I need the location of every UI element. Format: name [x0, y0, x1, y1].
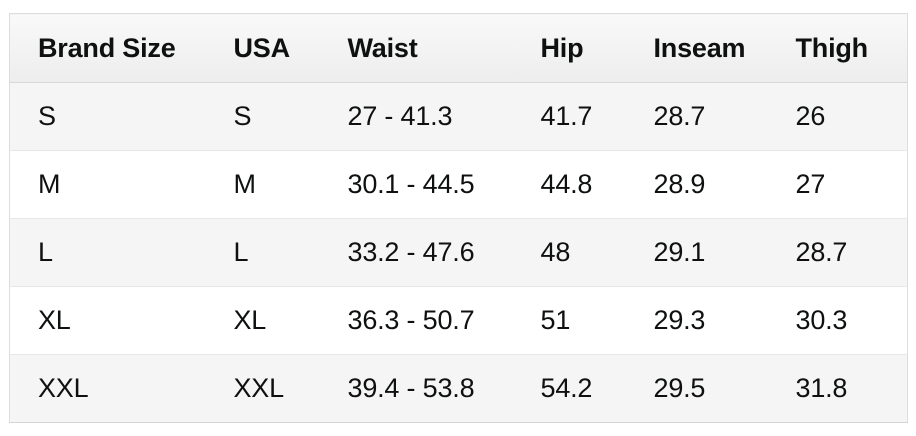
- cell-thigh: 31.8: [795, 373, 848, 403]
- cell-hip: 44.8: [540, 169, 593, 199]
- cell-waist: 33.2 - 47.6: [347, 237, 475, 267]
- size-chart-body: S S 27 - 41.3 41.7 28.7 26 M M 30.1 - 44…: [9, 82, 908, 423]
- size-chart-table: Brand Size USA Waist Hip Inseam Thigh S …: [9, 13, 908, 423]
- cell-waist: 36.3 - 50.7: [347, 305, 475, 335]
- header-row: Brand Size USA Waist Hip Inseam Thigh: [9, 13, 908, 83]
- column-header-waist: Waist: [319, 13, 513, 83]
- cell-inseam: 29.1: [653, 237, 706, 267]
- cell-usa: M: [233, 169, 256, 199]
- column-header-brand-size: Brand Size: [9, 13, 206, 83]
- cell-thigh: 26: [795, 101, 826, 131]
- cell-hip: 54.2: [540, 373, 593, 403]
- cell-brand-size: XXL: [38, 373, 89, 403]
- cell-thigh: 30.3: [795, 305, 848, 335]
- cell-waist: 30.1 - 44.5: [347, 169, 475, 199]
- cell-inseam: 29.5: [653, 373, 706, 403]
- cell-hip: 48: [540, 237, 571, 267]
- column-header-thigh: Thigh: [767, 13, 908, 83]
- table-row-xxl: XXL XXL 39.4 - 53.8 54.2 29.5 31.8: [9, 354, 908, 423]
- size-chart-header: Brand Size USA Waist Hip Inseam Thigh: [9, 13, 908, 83]
- cell-inseam: 29.3: [653, 305, 706, 335]
- cell-waist: 27 - 41.3: [347, 101, 453, 131]
- table-row-l: L L 33.2 - 47.6 48 29.1 28.7: [9, 218, 908, 287]
- table-row-xl: XL XL 36.3 - 50.7 51 29.3 30.3: [9, 286, 908, 355]
- cell-thigh: 27: [795, 169, 826, 199]
- table-row-m: M M 30.1 - 44.5 44.8 28.9 27: [9, 150, 908, 219]
- cell-brand-size: M: [38, 169, 61, 199]
- cell-hip: 41.7: [540, 101, 593, 131]
- cell-usa: XL: [233, 305, 267, 335]
- cell-brand-size: L: [38, 237, 53, 267]
- cell-usa: XXL: [233, 373, 285, 403]
- cell-inseam: 28.9: [653, 169, 706, 199]
- cell-hip: 51: [540, 305, 571, 335]
- cell-brand-size: S: [38, 101, 56, 131]
- column-header-inseam: Inseam: [625, 13, 768, 83]
- cell-brand-size: XL: [38, 305, 71, 335]
- size-chart: Brand Size USA Waist Hip Inseam Thigh S …: [9, 13, 908, 423]
- column-header-hip: Hip: [512, 13, 626, 83]
- cell-usa: L: [233, 237, 249, 267]
- table-row-s: S S 27 - 41.3 41.7 28.7 26: [9, 82, 908, 151]
- cell-thigh: 28.7: [795, 237, 848, 267]
- column-header-usa: USA: [205, 13, 320, 83]
- cell-inseam: 28.7: [653, 101, 706, 131]
- cell-usa: S: [233, 101, 252, 131]
- cell-waist: 39.4 - 53.8: [347, 373, 475, 403]
